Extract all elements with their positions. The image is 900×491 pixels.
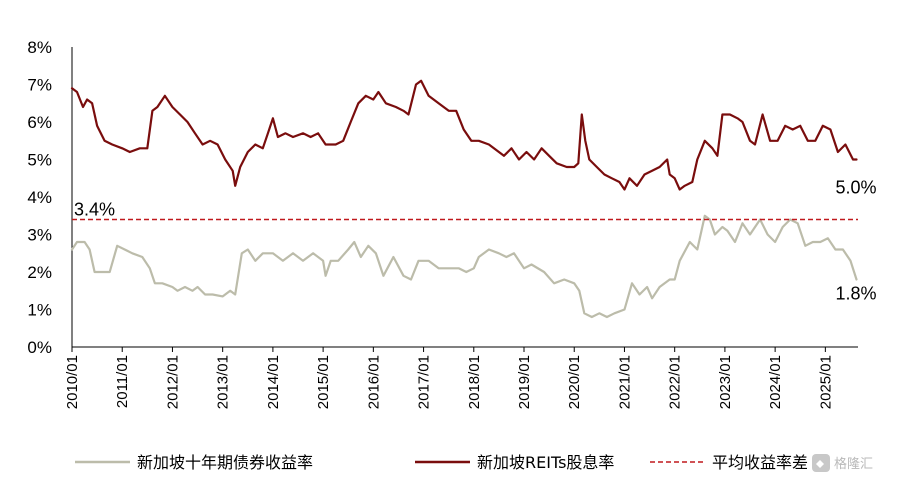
x-tick-label: 2020/01 — [566, 355, 583, 409]
x-tick-label: 2017/01 — [416, 355, 433, 409]
axes — [71, 47, 858, 348]
series-line-1 — [70, 79, 858, 191]
y-tick-label: 2% — [27, 263, 52, 282]
y-tick-label: 5% — [27, 151, 52, 170]
legend-label: 平均收益率差 — [712, 453, 808, 472]
watermark-text: 格隆汇 — [834, 456, 873, 472]
y-tick-label: 1% — [27, 301, 52, 320]
gelonghui-logo-icon — [812, 454, 830, 472]
x-tick-label: 2024/01 — [767, 355, 784, 409]
y-tick-label: 0% — [27, 338, 52, 357]
x-axis-ticks: 2010/01 2011/01 2012/01 2013/01 2014/01 2015/… — [64, 347, 834, 409]
x-tick-label: 2019/01 — [516, 355, 533, 409]
x-tick-label: 2010/01 — [64, 355, 81, 409]
x-tick-label: 2021/01 — [616, 355, 633, 409]
watermark: 格隆汇 — [812, 454, 873, 472]
annotation-label: 3.4% — [74, 200, 115, 220]
annotation-label: 5.0% — [835, 178, 876, 198]
x-tick-label: 2016/01 — [365, 355, 382, 409]
legend: 新加坡十年期债券收益率 新加坡REITs股息率 平均收益率差 — [75, 453, 808, 472]
y-tick-label: 3% — [27, 226, 52, 245]
x-tick-label: 2012/01 — [164, 355, 181, 409]
x-tick-label: 2018/01 — [466, 355, 483, 409]
series-line-0 — [70, 214, 858, 319]
x-tick-label: 2022/01 — [667, 355, 684, 409]
y-tick-label: 4% — [27, 188, 52, 207]
x-tick-label: 2025/01 — [817, 355, 834, 409]
x-tick-label: 2023/01 — [717, 355, 734, 409]
y-tick-label: 8% — [27, 38, 52, 57]
x-tick-label: 2014/01 — [265, 355, 282, 409]
annotations: 3.4% 5.0% 1.8% — [74, 178, 876, 304]
y-axis-ticks: 0% 1% 2% 3% 4% 5% 6% 7% 8% — [27, 38, 52, 357]
x-tick-label: 2015/01 — [315, 355, 332, 409]
legend-label: 新加坡十年期债券收益率 — [137, 453, 313, 472]
series-layer — [70, 79, 858, 319]
x-tick-label: 2011/01 — [114, 355, 131, 408]
legend-label: 新加坡REITs股息率 — [477, 453, 614, 472]
y-tick-label: 6% — [27, 113, 52, 132]
y-tick-label: 7% — [27, 76, 52, 95]
annotation-label: 1.8% — [835, 284, 876, 304]
x-tick-label: 2013/01 — [215, 355, 232, 409]
